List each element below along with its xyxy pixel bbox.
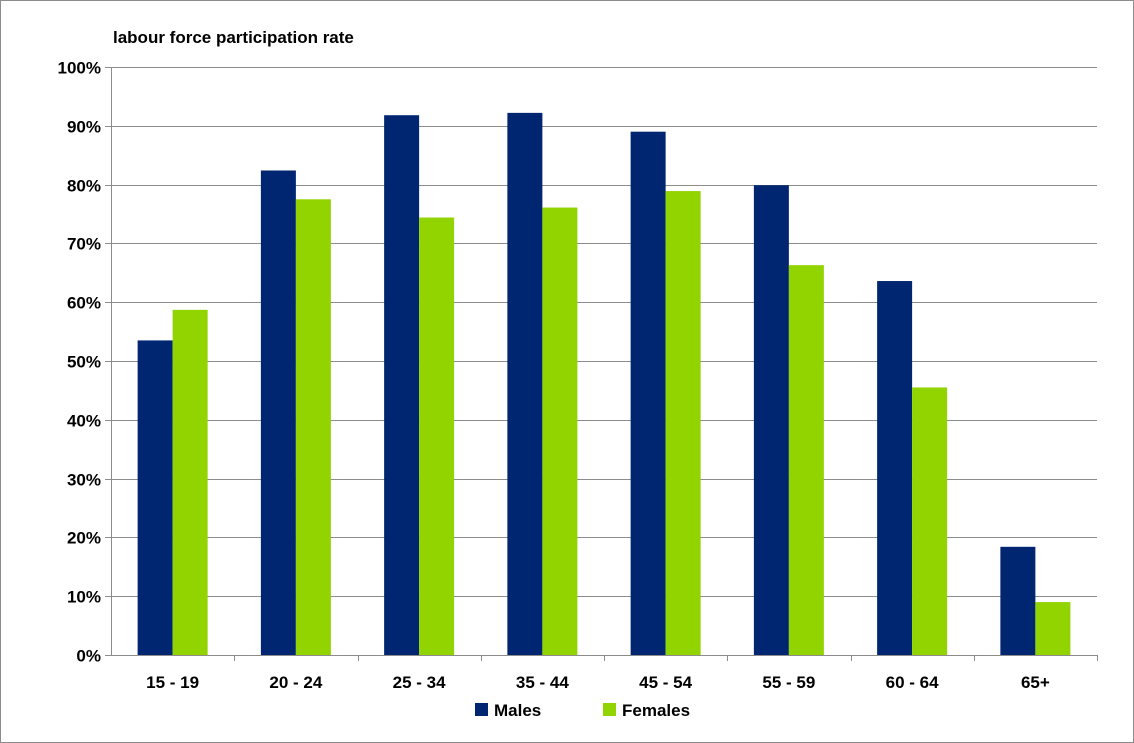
y-tick-label: 40%	[67, 412, 101, 431]
bar-females-6	[912, 387, 948, 655]
y-tick-label: 60%	[67, 294, 101, 313]
bar-males-3	[507, 112, 543, 655]
y-tick-label: 10%	[67, 588, 101, 607]
legend-label-females: Females	[622, 701, 690, 720]
y-tick-label: 30%	[67, 471, 101, 490]
x-tick-label: 65+	[1021, 673, 1050, 692]
bar-males-7	[1000, 546, 1036, 655]
y-tick-label: 80%	[67, 177, 101, 196]
x-tick-label: 15 - 19	[146, 673, 199, 692]
y-tick-label: 20%	[67, 529, 101, 548]
x-tick-label: 20 - 24	[269, 673, 322, 692]
bar-males-1	[260, 170, 296, 655]
x-tick-label: 45 - 54	[639, 673, 692, 692]
y-tick-label: 70%	[67, 235, 101, 254]
y-tick-label: 90%	[67, 118, 101, 137]
x-tick-label: 60 - 64	[886, 673, 939, 692]
bar-males-4	[630, 131, 666, 655]
bars	[137, 112, 1071, 656]
bar-females-7	[1035, 602, 1071, 655]
bar-females-2	[419, 217, 455, 655]
bar-females-1	[295, 199, 331, 656]
legend-swatch-females	[603, 703, 616, 716]
bar-females-5	[788, 265, 824, 655]
y-tick-label: 50%	[67, 353, 101, 372]
legend-label-males: Males	[494, 701, 541, 720]
x-tick-label: 55 - 59	[762, 673, 815, 692]
gridlines	[111, 67, 1097, 597]
x-tick-label: 25 - 34	[393, 673, 446, 692]
x-tick-label: 35 - 44	[516, 673, 569, 692]
y-tick-label: 100%	[58, 59, 101, 78]
legend: Males Females	[475, 701, 690, 720]
bar-males-0	[137, 340, 173, 655]
axes: 0% 10% 20% 30% 40% 50% 60% 70% 80% 90% 100% 15 - 19…	[58, 59, 1098, 692]
bar-males-5	[753, 185, 789, 656]
bar-females-3	[542, 207, 578, 656]
bar-females-4	[665, 191, 701, 655]
bar-females-0	[172, 309, 208, 655]
bar-males-6	[877, 281, 913, 655]
y-tick-label: 0%	[76, 647, 101, 666]
bar-males-2	[384, 115, 420, 655]
y-axis-label: labour force participation rate	[113, 28, 354, 47]
legend-swatch-males	[475, 703, 488, 716]
